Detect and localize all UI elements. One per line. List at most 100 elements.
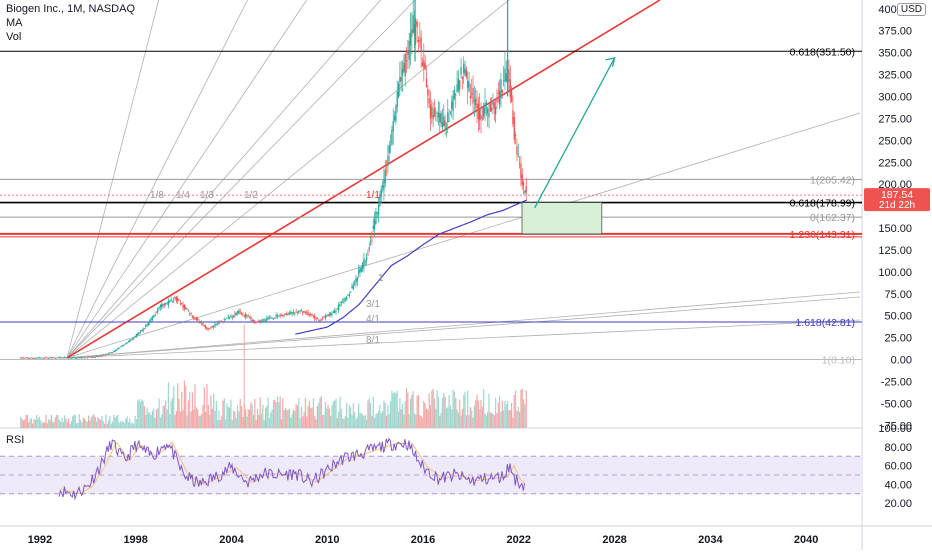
price-axis-tick: 275.00 [878, 113, 912, 125]
volume-bar [472, 417, 474, 428]
candle-body [77, 357, 79, 359]
candle-body [365, 256, 368, 261]
candle-body [524, 190, 526, 194]
volume-bar [48, 419, 50, 428]
volume-bar [441, 398, 444, 428]
volume-indicator-label[interactable]: Vol [6, 31, 22, 43]
candle-body [334, 310, 336, 314]
last-price-tag [864, 188, 930, 212]
candle-body [211, 325, 213, 328]
candle-body [125, 343, 127, 345]
volume-bar [460, 415, 462, 428]
volume-bar [419, 415, 421, 428]
volume-bar [163, 405, 166, 428]
candle-body [357, 270, 360, 274]
candle-body [94, 357, 96, 358]
volume-bar [400, 409, 402, 428]
volume-bar [62, 422, 64, 428]
volume-bar [174, 414, 176, 428]
candle-body [199, 322, 201, 324]
volume-bar [338, 412, 340, 428]
volume-bar [87, 415, 90, 428]
candle-body [315, 318, 317, 320]
candle-body [270, 317, 272, 319]
volume-bar [467, 390, 469, 428]
volume-bar [405, 388, 408, 428]
volume-bar [364, 414, 366, 428]
volume-bar [508, 410, 510, 428]
volume-bar [303, 412, 305, 428]
candle-body [433, 108, 436, 118]
volume-bar [46, 423, 48, 428]
volume-bar [380, 413, 382, 428]
candle-body [130, 339, 132, 341]
candle-body [75, 358, 78, 359]
volume-bar [90, 416, 92, 428]
candle-body [404, 53, 406, 77]
volume-bar [213, 393, 215, 428]
volume-bar [50, 414, 52, 428]
volume-bar [217, 419, 219, 428]
candle-body [193, 317, 195, 319]
candle-body [403, 63, 405, 72]
volume-bar [481, 406, 483, 428]
volume-bar [448, 394, 450, 428]
candle-body [271, 317, 273, 319]
candle-body [137, 333, 139, 336]
candle-body [385, 164, 388, 166]
volume-bar [210, 395, 212, 428]
last-price-value: 187.54 [881, 189, 913, 201]
rsi-axis-tick: 80.00 [884, 442, 912, 454]
volume-bar [218, 410, 220, 428]
candle-body [56, 357, 58, 359]
ma-indicator-label[interactable]: MA [6, 17, 23, 29]
candle-body [475, 98, 477, 106]
candle-body [419, 39, 421, 41]
candle-body [320, 319, 323, 321]
candle-body [336, 308, 339, 310]
volume-bar [495, 398, 497, 428]
volume-bar [187, 400, 189, 428]
volume-bar [399, 398, 401, 428]
candle-body [449, 111, 452, 113]
volume-bar [80, 419, 82, 428]
candle-body [185, 308, 187, 310]
volume-bar [489, 412, 491, 428]
candle-body [119, 346, 122, 348]
volume-bar [487, 412, 489, 428]
candle-body [41, 357, 43, 359]
candle-body [103, 354, 106, 356]
candle-body [512, 110, 514, 125]
volume-bar [66, 422, 68, 428]
volume-bar [447, 407, 449, 428]
candle-body [173, 299, 175, 301]
candle-body [135, 333, 138, 337]
candle-body [355, 278, 357, 284]
volume-bar [36, 414, 38, 428]
volume-bar [162, 406, 164, 428]
volume-bar [522, 399, 525, 428]
currency-badge[interactable]: USD [896, 3, 926, 16]
candle-body [399, 76, 401, 83]
candle-body [246, 315, 248, 317]
volume-bar [431, 390, 433, 428]
price-axis-tick: 50.00 [884, 311, 912, 323]
candle-body [191, 316, 194, 318]
candle-body [102, 354, 104, 356]
rsi-indicator-label[interactable]: RSI [6, 434, 25, 446]
candle-body [484, 103, 486, 114]
volume-bar [103, 423, 106, 428]
volume-bar [139, 401, 142, 428]
volume-bar [133, 423, 135, 428]
candle-body [170, 299, 172, 302]
volume-bar [65, 419, 67, 428]
candle-body [147, 322, 150, 325]
candle-body [327, 314, 329, 317]
projection-arrow-head [605, 57, 616, 68]
candle-body [324, 315, 327, 319]
volume-bar [283, 409, 285, 428]
volume-bar [33, 418, 35, 428]
volume-bar [194, 384, 196, 428]
candle-body [214, 323, 216, 327]
